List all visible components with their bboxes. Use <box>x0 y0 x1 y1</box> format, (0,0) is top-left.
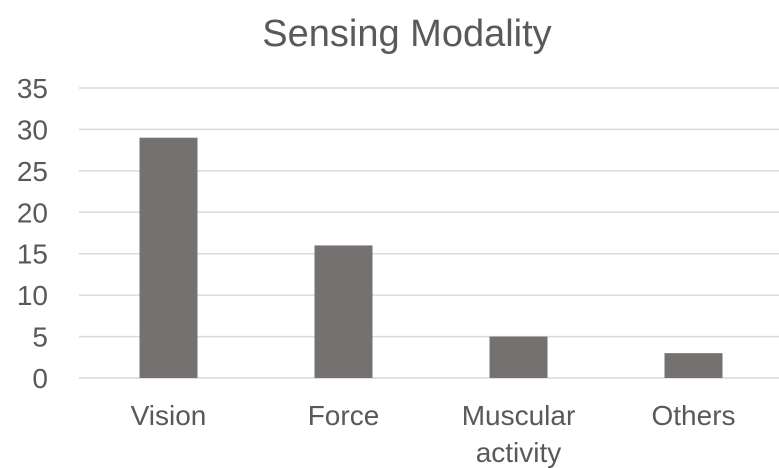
x-tick-label: Muscular activity <box>462 400 576 468</box>
bar <box>489 336 548 378</box>
y-axis-ticks: 0 5 10 15 20 25 30 35 <box>17 73 48 394</box>
y-tick-label: 35 <box>17 73 48 104</box>
y-tick-label: 25 <box>17 156 48 187</box>
y-tick-label: 5 <box>32 322 48 353</box>
x-axis-labels: Vision Force Muscular activity Others <box>131 400 736 468</box>
bar <box>139 137 198 378</box>
y-tick-label: 30 <box>17 114 48 145</box>
y-tick-label: 0 <box>32 363 48 394</box>
y-tick-label: 10 <box>17 280 48 311</box>
x-tick-label: Force <box>308 400 380 431</box>
bar <box>664 353 723 378</box>
y-tick-label: 20 <box>17 197 48 228</box>
chart-title: Sensing Modality <box>262 13 551 55</box>
x-tick-label: Vision <box>131 400 207 431</box>
bar <box>314 245 373 378</box>
y-tick-label: 15 <box>17 239 48 270</box>
x-tick-label: Others <box>651 400 735 431</box>
bars <box>139 137 723 378</box>
